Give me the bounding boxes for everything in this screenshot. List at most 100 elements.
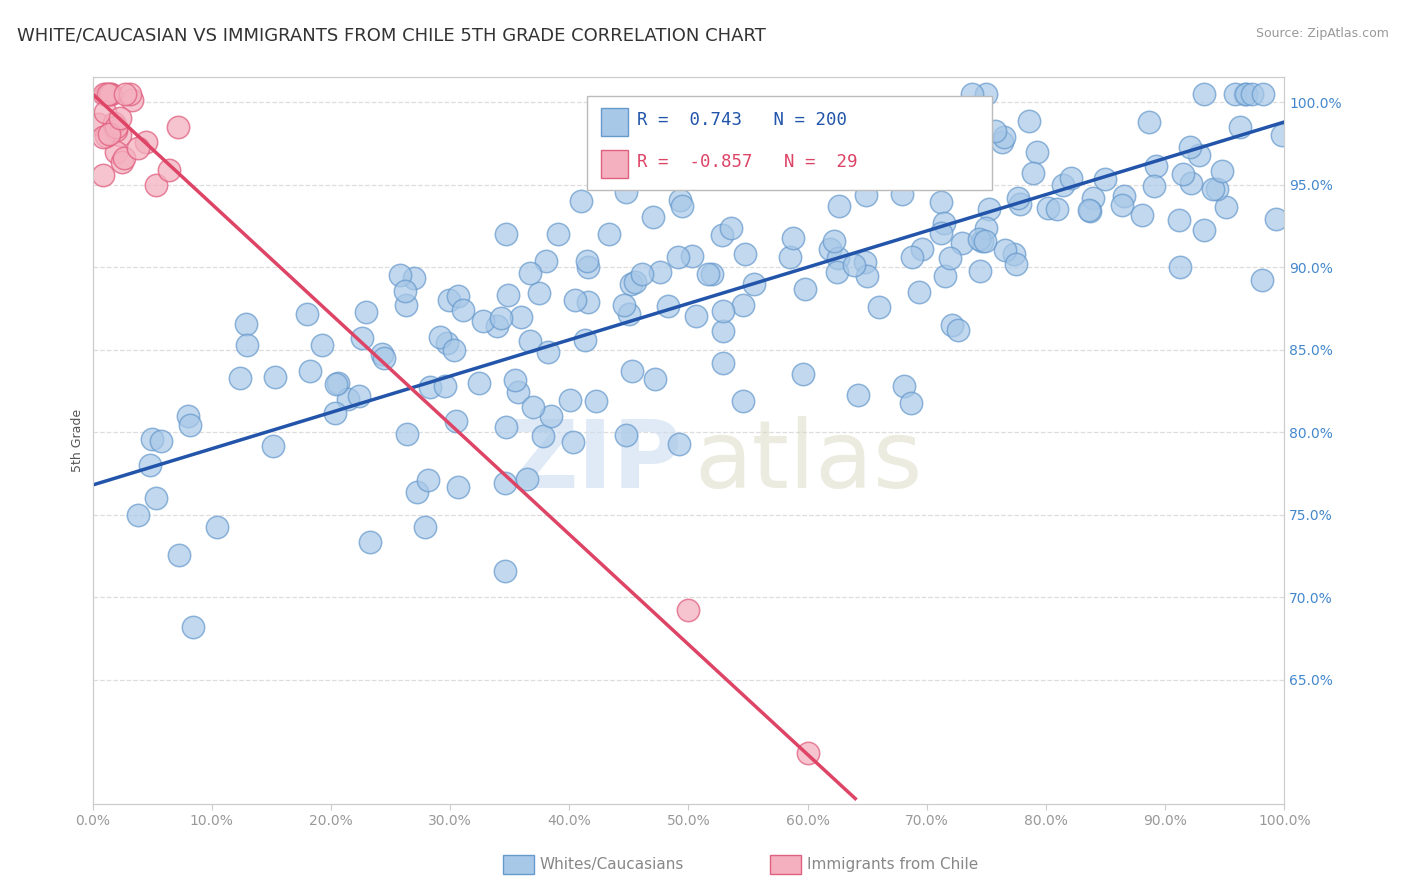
Point: [295, 307, 318, 321]
Text: Whites/Caucasians: Whites/Caucasians: [540, 857, 685, 871]
Point: [515, 472, 537, 486]
Point: [991, 135, 1014, 149]
Point: [911, 243, 934, 257]
Point: [983, 124, 1005, 138]
Point: [419, 380, 441, 394]
Point: [373, 351, 395, 366]
Point: [778, 127, 800, 141]
Point: [236, 338, 259, 352]
Point: [876, 163, 898, 178]
Point: [1241, 87, 1264, 101]
Point: [939, 251, 962, 265]
Point: [576, 260, 599, 275]
Point: [934, 216, 956, 230]
Point: [540, 409, 562, 423]
Point: [620, 277, 643, 291]
Point: [413, 520, 436, 534]
Point: [94, 87, 117, 101]
Point: [205, 520, 228, 534]
Point: [1007, 191, 1029, 205]
Point: [827, 265, 849, 279]
Point: [842, 259, 865, 273]
Point: [177, 409, 200, 423]
Point: [1271, 128, 1294, 142]
Point: [994, 243, 1017, 257]
Point: [856, 268, 879, 283]
Point: [768, 155, 790, 169]
Point: [697, 267, 720, 281]
Point: [97, 87, 120, 101]
Point: [1251, 273, 1274, 287]
Point: [904, 156, 927, 170]
Text: WHITE/CAUCASIAN VS IMMIGRANTS FROM CHILE 5TH GRADE CORRELATION CHART: WHITE/CAUCASIAN VS IMMIGRANTS FROM CHILE…: [17, 27, 766, 45]
Point: [869, 301, 891, 315]
Point: [145, 491, 167, 505]
Point: [657, 299, 679, 313]
Point: [1036, 201, 1059, 215]
Point: [678, 602, 700, 616]
Point: [668, 193, 690, 207]
Point: [394, 284, 416, 298]
Point: [91, 169, 114, 183]
Point: [98, 87, 121, 101]
Point: [941, 318, 963, 332]
Point: [531, 428, 554, 442]
Point: [614, 185, 637, 199]
Text: atlas: atlas: [695, 417, 922, 508]
Point: [496, 287, 519, 301]
Point: [336, 392, 359, 406]
Point: [952, 142, 974, 156]
Point: [1142, 178, 1164, 193]
Point: [820, 242, 842, 256]
Point: [1018, 114, 1040, 128]
Point: [848, 117, 870, 131]
Point: [1130, 208, 1153, 222]
Point: [323, 406, 346, 420]
Point: [503, 373, 526, 387]
Point: [1180, 176, 1202, 190]
Point: [157, 162, 180, 177]
Point: [1171, 167, 1194, 181]
Point: [846, 388, 869, 402]
Point: [181, 620, 204, 634]
Point: [1081, 191, 1104, 205]
Point: [720, 221, 742, 235]
Point: [87, 117, 110, 131]
Point: [519, 334, 541, 348]
Point: [468, 376, 491, 391]
Point: [138, 458, 160, 472]
Point: [1211, 163, 1233, 178]
Point: [623, 275, 645, 289]
Point: [710, 227, 733, 242]
Point: [641, 210, 664, 224]
Point: [325, 376, 347, 391]
Point: [668, 437, 690, 451]
Point: [576, 295, 599, 310]
Point: [356, 305, 378, 319]
Point: [858, 136, 880, 150]
Point: [1010, 197, 1032, 211]
Point: [702, 267, 724, 281]
FancyBboxPatch shape: [588, 95, 993, 190]
Point: [742, 277, 765, 291]
Point: [782, 231, 804, 245]
Point: [359, 535, 381, 549]
Point: [108, 111, 131, 125]
Point: [558, 393, 581, 408]
Point: [495, 420, 517, 434]
Y-axis label: 5th Grade: 5th Grade: [72, 409, 84, 472]
Point: [446, 414, 468, 428]
Point: [644, 372, 666, 386]
Point: [685, 309, 707, 323]
Point: [104, 120, 127, 135]
Point: [110, 128, 132, 142]
Point: [962, 87, 984, 101]
Point: [97, 127, 120, 141]
Point: [121, 93, 143, 107]
Point: [828, 199, 851, 213]
Point: [434, 379, 457, 393]
Point: [263, 370, 285, 384]
Point: [1215, 200, 1237, 214]
Point: [547, 227, 569, 241]
Point: [827, 251, 849, 265]
